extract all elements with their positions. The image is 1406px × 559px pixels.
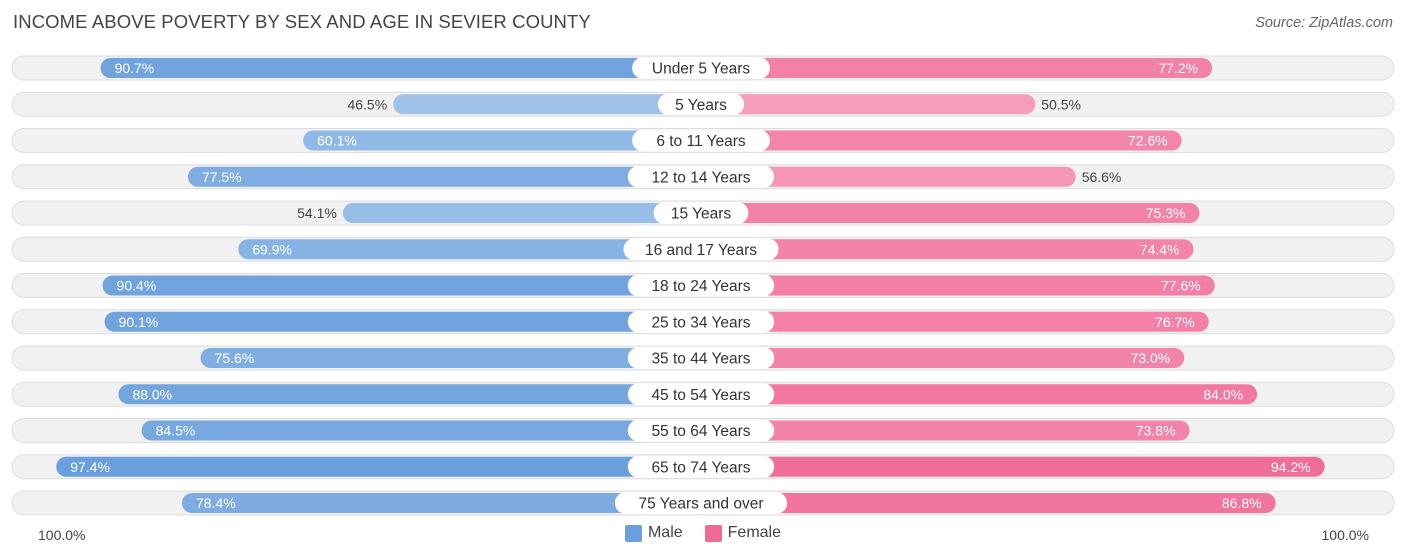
category-label-55-to-64-years: 55 to 64 Years — [651, 423, 750, 440]
bar-female-75-years-and-over — [701, 493, 1276, 513]
value-label-female-45-to-54-years: 84.0% — [1203, 386, 1243, 402]
value-label-female-12-to-14-years: 56.6% — [1082, 169, 1122, 185]
category-label-18-to-24-years: 18 to 24 Years — [651, 278, 750, 295]
legend-label-female: Female — [727, 524, 782, 541]
category-pill-35-to-44-years — [627, 347, 775, 369]
bar-male-65-to-74-years — [56, 456, 702, 477]
category-pill-55-to-64-years — [627, 419, 775, 442]
value-label-male-25-to-34-years: 90.1% — [119, 314, 159, 330]
bar-female-15-years — [701, 203, 1200, 223]
bar-female-65-to-74-years — [701, 456, 1325, 477]
bar-female-16-and-17-years — [701, 239, 1194, 260]
category-pill-5-years — [657, 93, 745, 116]
axis-left-label: 100.0% — [38, 527, 86, 543]
category-label-5-years: 5 Years — [675, 97, 727, 114]
bar-female-45-to-54-years — [701, 384, 1258, 405]
category-pill-15-years — [653, 202, 749, 224]
bar-female-6-to-11-years — [701, 130, 1182, 151]
axis-right-label: 100.0% — [1321, 527, 1369, 543]
bar-male-5-years — [393, 94, 701, 115]
value-label-male-45-to-54-years: 88.0% — [132, 386, 172, 402]
category-pill-45-to-54-years — [627, 383, 775, 406]
value-label-male-75-years-and-over: 78.4% — [196, 495, 236, 511]
legend-item-female: Female — [704, 524, 782, 542]
bar-male-55-to-64-years — [141, 420, 702, 441]
bar-male-75-years-and-over — [181, 493, 701, 513]
category-pill-6-to-11-years — [632, 129, 770, 152]
category-label-12-to-14-years: 12 to 14 Years — [651, 169, 750, 186]
bar-male-6-to-11-years — [303, 130, 701, 151]
value-label-female-15-years: 75.3% — [1146, 205, 1186, 221]
category-label-35-to-44-years: 35 to 44 Years — [651, 351, 750, 368]
value-label-female-65-to-74-years: 94.2% — [1271, 459, 1311, 475]
value-label-male-35-to-44-years: 75.6% — [215, 350, 255, 366]
category-pill-75-years-and-over — [614, 492, 788, 514]
category-label-75-years-and-over: 75 Years and over — [639, 496, 764, 513]
category-pill-12-to-14-years — [627, 165, 775, 188]
value-label-male-under-5-years: 90.7% — [115, 60, 155, 76]
category-label-65-to-74-years: 65 to 74 Years — [651, 459, 750, 476]
category-pill-under-5-years — [632, 57, 770, 79]
value-label-female-25-to-34-years: 76.7% — [1155, 314, 1195, 330]
category-pill-65-to-74-years — [627, 455, 775, 478]
value-label-female-16-and-17-years: 74.4% — [1140, 241, 1180, 257]
category-label-15-years: 15 Years — [671, 206, 732, 223]
bar-male-45-to-54-years — [118, 384, 701, 405]
value-label-female-18-to-24-years: 77.6% — [1161, 278, 1201, 294]
value-label-male-5-years: 46.5% — [347, 96, 387, 112]
category-label-16-and-17-years: 16 and 17 Years — [645, 242, 757, 259]
value-label-female-6-to-11-years: 72.6% — [1128, 133, 1168, 149]
category-label-under-5-years: Under 5 Years — [652, 61, 750, 78]
bar-male-12-to-14-years — [187, 166, 701, 187]
value-label-female-under-5-years: 77.2% — [1158, 60, 1198, 76]
value-label-male-16-and-17-years: 69.9% — [252, 241, 292, 257]
legend-item-male: Male — [624, 524, 683, 542]
value-label-male-18-to-24-years: 90.4% — [117, 278, 157, 294]
category-pill-16-and-17-years — [623, 238, 779, 261]
value-label-female-5-years: 50.5% — [1041, 96, 1081, 112]
chart-title: INCOME ABOVE POVERTY BY SEX AND AGE IN S… — [13, 11, 591, 32]
value-label-male-12-to-14-years: 77.5% — [202, 169, 242, 185]
value-label-male-6-to-11-years: 60.1% — [317, 133, 357, 149]
legend-swatch-male — [624, 524, 642, 542]
bar-male-16-and-17-years — [238, 239, 701, 260]
bar-female-12-to-14-years — [701, 166, 1076, 187]
bar-male-18-to-24-years — [102, 275, 701, 296]
bar-female-under-5-years — [701, 58, 1213, 78]
value-label-male-65-to-74-years: 97.4% — [70, 459, 110, 475]
category-label-6-to-11-years: 6 to 11 Years — [656, 133, 746, 150]
category-pill-18-to-24-years — [627, 274, 775, 297]
bar-female-5-years — [701, 94, 1036, 115]
value-label-female-55-to-64-years: 73.8% — [1136, 423, 1176, 439]
legend: Male Female — [0, 524, 1406, 542]
category-label-45-to-54-years: 45 to 54 Years — [651, 387, 750, 404]
bar-male-under-5-years — [100, 58, 702, 78]
legend-swatch-female — [704, 524, 722, 542]
value-label-male-55-to-64-years: 84.5% — [156, 423, 196, 439]
category-label-25-to-34-years: 25 to 34 Years — [651, 314, 750, 331]
value-label-female-75-years-and-over: 86.8% — [1222, 495, 1262, 511]
bar-female-18-to-24-years — [701, 275, 1215, 296]
value-label-male-15-years: 54.1% — [297, 205, 337, 221]
value-label-female-35-to-44-years: 73.0% — [1131, 350, 1171, 366]
category-pill-25-to-34-years — [627, 310, 775, 333]
bar-male-35-to-44-years — [200, 348, 701, 368]
bar-male-15-years — [342, 203, 701, 223]
bar-female-35-to-44-years — [701, 348, 1185, 368]
legend-label-male: Male — [647, 524, 683, 541]
chart-source: Source: ZipAtlas.com — [1255, 15, 1393, 31]
bar-female-25-to-34-years — [701, 311, 1209, 332]
bar-male-25-to-34-years — [104, 311, 701, 332]
bar-female-55-to-64-years — [701, 420, 1190, 441]
